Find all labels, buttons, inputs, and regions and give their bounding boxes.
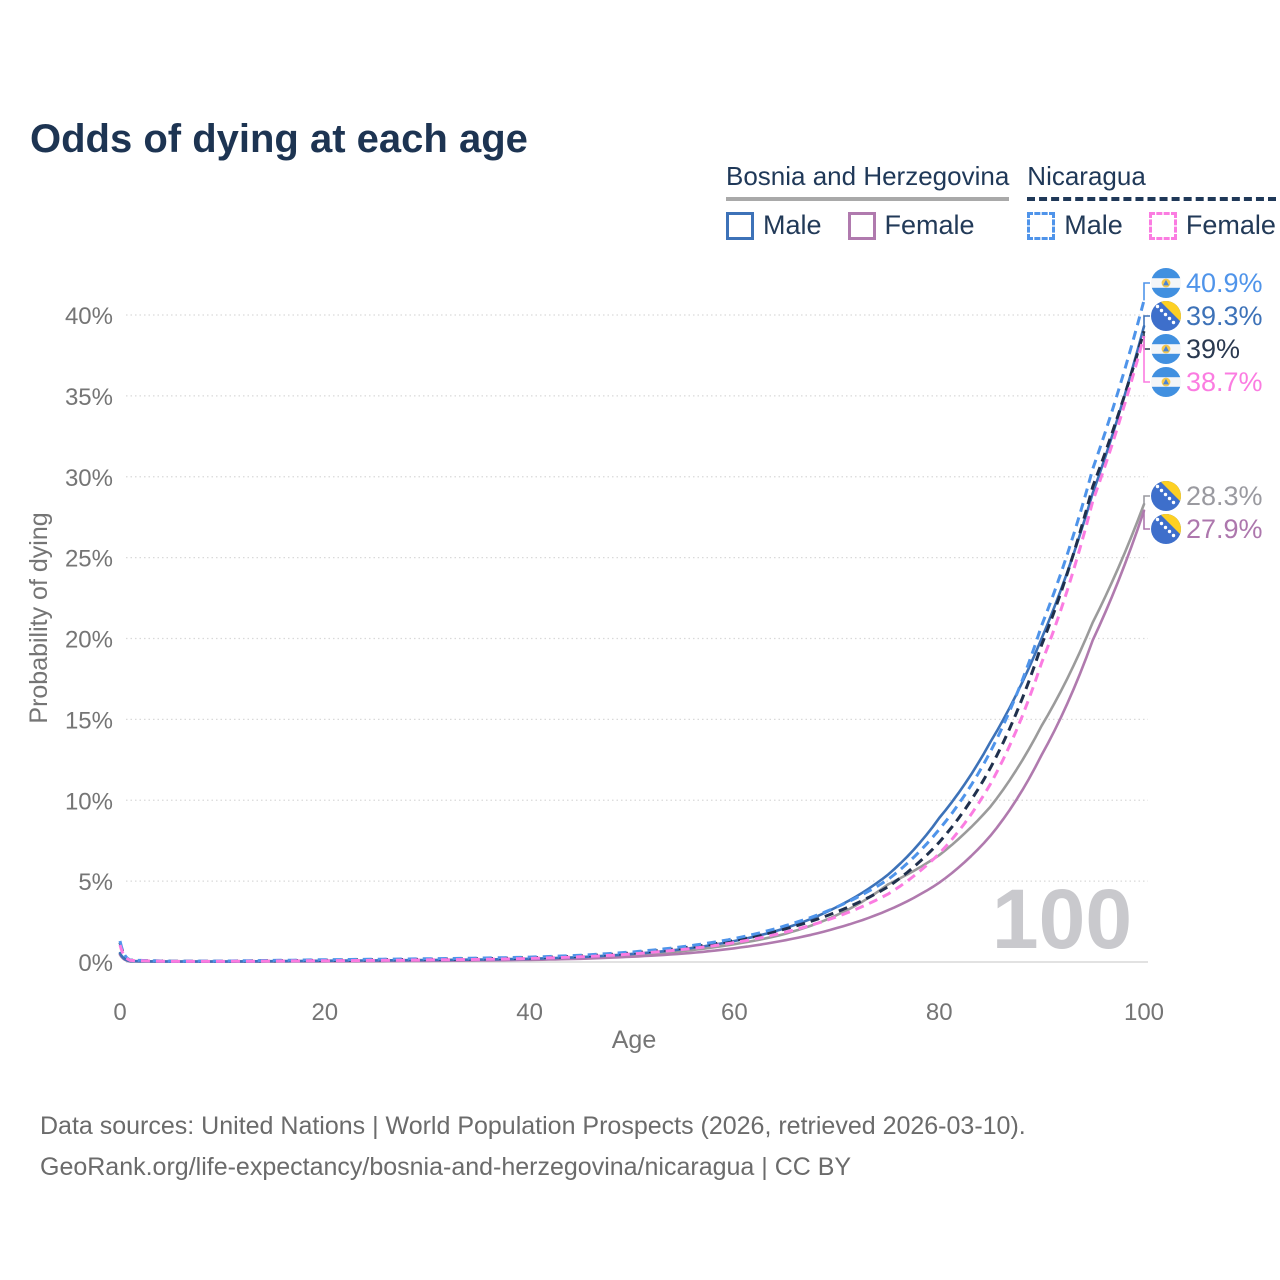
nicaragua-flag-icon <box>1151 334 1181 364</box>
series-line-nicaragua-male <box>118 300 1146 963</box>
y-axis-title: Probability of dying <box>25 512 53 723</box>
legend-title-nicaragua[interactable]: Nicaragua <box>1027 161 1276 201</box>
end-label-value-nicaragua-overall: 39% <box>1186 334 1240 364</box>
legend-swatch-nicaragua-female-icon <box>1148 211 1177 240</box>
legend-entry-bosnia-male[interactable]: Male <box>726 210 822 241</box>
legend-entry-nicaragua-female[interactable]: Female <box>1148 210 1276 241</box>
legend-swatch-nicaragua-male-icon <box>1027 211 1056 240</box>
end-label-value-nicaragua-male: 40.9% <box>1186 268 1263 298</box>
legend-entry-bosnia-female[interactable]: Female <box>847 210 975 241</box>
legend-swatch-bosnia-female-icon <box>847 211 876 240</box>
end-label-bosnia-male: 39.3% <box>1143 301 1263 331</box>
legend-title-bosnia[interactable]: Bosnia and Herzegovina <box>726 161 1010 201</box>
footer-url: GeoRank.org/life-expectancy/bosnia-and-h… <box>40 1153 852 1181</box>
end-label-value-nicaragua-female: 38.7% <box>1186 367 1263 397</box>
legend-group-nicaragua: Nicaragua Male Female <box>1027 161 1276 241</box>
end-label-value-bosnia-female: 27.9% <box>1186 514 1263 544</box>
footer-sources: Data sources: United Nations | World Pop… <box>40 1112 1026 1140</box>
x-tick-label: 40 <box>516 999 543 1026</box>
legend-group-bosnia: Bosnia and Herzegovina Male Female <box>726 161 1010 241</box>
x-tick-label: 0 <box>113 999 126 1026</box>
legend-row-nicaragua: Male Female <box>1027 210 1276 241</box>
end-label-value-bosnia-male: 39.3% <box>1186 301 1263 331</box>
x-tick-label: 100 <box>1124 999 1164 1026</box>
series-line-bosnia-female <box>118 509 1146 963</box>
y-tick-label: 10% <box>65 788 113 815</box>
x-tick-label: 20 <box>311 999 338 1026</box>
legend-row-bosnia: Male Female <box>726 210 1009 241</box>
y-tick-label: 35% <box>65 384 113 411</box>
legend: Bosnia and Herzegovina Male Female Nicar… <box>726 161 1276 241</box>
y-tick-label: 20% <box>65 627 113 654</box>
y-tick-label: 15% <box>65 707 113 734</box>
y-tick-label: 5% <box>78 869 113 896</box>
end-label-nicaragua-female: 38.7% <box>1143 336 1263 397</box>
y-tick-label: 30% <box>65 465 113 492</box>
legend-label-nicaragua-male: Male <box>1064 210 1123 240</box>
legend-label-bosnia-male: Male <box>763 210 822 240</box>
y-tick-label: 25% <box>65 546 113 573</box>
bosnia-flag-icon <box>1151 481 1181 511</box>
footer: Data sources: United Nations | World Pop… <box>40 1106 1026 1188</box>
bosnia-flag-icon <box>1151 301 1181 331</box>
x-tick-label: 80 <box>926 999 953 1026</box>
nicaragua-flag-icon <box>1151 268 1181 298</box>
legend-swatch-bosnia-male-icon <box>726 211 754 240</box>
legend-label-nicaragua-female: Female <box>1185 210 1276 240</box>
x-tick-label: 60 <box>721 999 748 1026</box>
page-title: Odds of dying at each age <box>30 116 528 161</box>
x-axis-title: Age <box>612 1026 656 1054</box>
series-line-bosnia-overall <box>118 502 1146 963</box>
end-label-value-bosnia-overall: 28.3% <box>1186 481 1263 511</box>
series-line-nicaragua-overall <box>118 330 1146 963</box>
legend-label-bosnia-female: Female <box>884 210 975 240</box>
y-tick-label: 40% <box>65 303 113 330</box>
end-label-bosnia-female: 27.9% <box>1143 510 1263 544</box>
end-label-nicaragua-male: 40.9% <box>1143 268 1263 301</box>
legend-entry-nicaragua-male[interactable]: Male <box>1027 210 1123 241</box>
y-tick-label: 0% <box>78 950 113 977</box>
series-line-bosnia-male <box>118 325 1146 963</box>
end-label-bosnia-overall: 28.3% <box>1143 481 1263 511</box>
series-line-nicaragua-female <box>118 335 1146 963</box>
bosnia-flag-icon <box>1151 514 1181 544</box>
end-label-nicaragua-overall: 39% <box>1143 331 1240 364</box>
nicaragua-flag-icon <box>1151 367 1181 397</box>
age-counter-watermark: 100 <box>992 872 1132 966</box>
